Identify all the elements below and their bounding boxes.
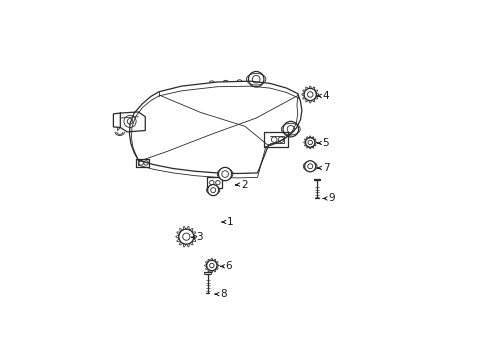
Circle shape bbox=[304, 161, 315, 172]
Text: 5: 5 bbox=[322, 138, 328, 148]
Text: 8: 8 bbox=[220, 289, 226, 299]
Circle shape bbox=[218, 167, 231, 181]
Text: 6: 6 bbox=[225, 261, 232, 271]
Text: 1: 1 bbox=[226, 217, 233, 227]
Text: 9: 9 bbox=[327, 193, 334, 203]
Text: 2: 2 bbox=[241, 180, 247, 190]
Text: 7: 7 bbox=[322, 163, 328, 173]
Text: 3: 3 bbox=[196, 232, 203, 242]
Circle shape bbox=[207, 185, 218, 196]
Text: 4: 4 bbox=[322, 91, 328, 101]
